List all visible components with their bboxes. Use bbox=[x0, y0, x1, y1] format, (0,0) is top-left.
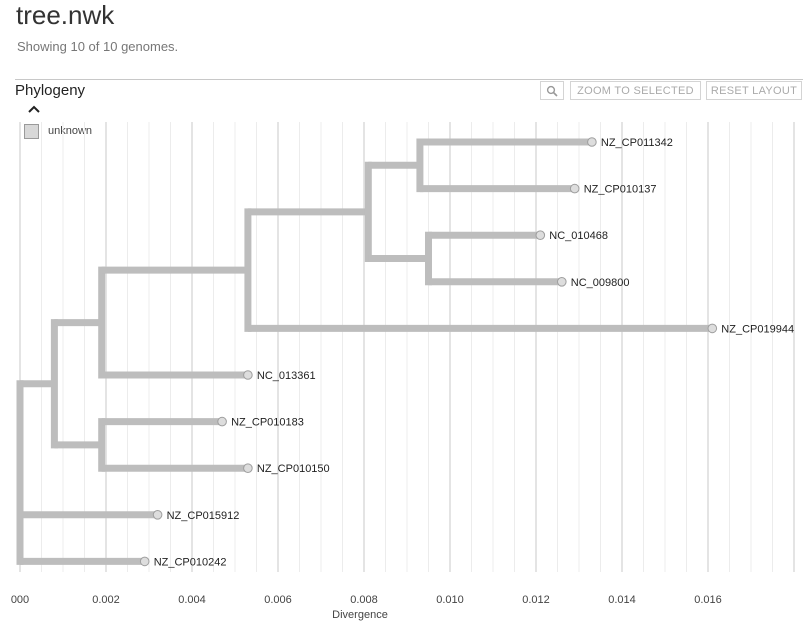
genome-count: Showing 10 of 10 genomes. bbox=[17, 39, 179, 54]
legend-label-unknown: unknown bbox=[48, 125, 93, 137]
leaf-nz-cp019944[interactable]: NZ_CP019944 bbox=[707, 323, 794, 335]
tick-label: 0.008 bbox=[350, 594, 378, 606]
leaf-nc-013361[interactable]: NC_013361 bbox=[243, 370, 316, 382]
leaf-label[interactable]: NZ_CP010183 bbox=[231, 417, 304, 429]
panel-divider bbox=[15, 79, 803, 80]
leaf-label[interactable]: NZ_CP010242 bbox=[154, 556, 227, 568]
leaf-node[interactable] bbox=[243, 463, 253, 474]
zoom-to-selected-button[interactable]: ZOOM TO SELECTED bbox=[570, 81, 701, 100]
leaf-node[interactable] bbox=[217, 416, 227, 427]
leaf-nz-cp010242[interactable]: NZ_CP010242 bbox=[139, 556, 227, 568]
leaf-label[interactable]: NZ_CP011342 bbox=[601, 137, 673, 149]
leaf-node[interactable] bbox=[569, 183, 580, 194]
leaf-nz-cp010150[interactable]: NZ_CP010150 bbox=[243, 463, 330, 475]
search-button[interactable] bbox=[540, 81, 564, 100]
page-title: tree.nwk bbox=[16, 0, 115, 30]
magnifier-icon bbox=[546, 85, 558, 97]
panel-title: Phylogeny bbox=[15, 82, 86, 99]
leaf-nc-010468[interactable]: NC_010468 bbox=[535, 230, 608, 242]
leaf-nz-cp011342[interactable]: NZ_CP011342 bbox=[587, 137, 673, 149]
leaf-label[interactable]: NZ_CP019944 bbox=[721, 323, 794, 335]
leaf-node[interactable] bbox=[587, 137, 597, 147]
leaf-node[interactable] bbox=[152, 510, 163, 520]
tick-label: 0.010 bbox=[436, 594, 464, 606]
leaf-node[interactable] bbox=[707, 323, 718, 334]
leaf-node[interactable] bbox=[139, 556, 150, 567]
tick-label: 0.002 bbox=[92, 594, 120, 606]
tick-label: 0.012 bbox=[522, 594, 550, 606]
leaf-node[interactable] bbox=[535, 230, 546, 240]
leaf-node[interactable] bbox=[243, 370, 253, 380]
tick-label: 000 bbox=[11, 594, 29, 606]
leaf-node[interactable] bbox=[557, 277, 567, 287]
leaf-label[interactable]: NC_009800 bbox=[571, 277, 630, 289]
tree-leaves[interactable]: NZ_CP011342 NZ_CP010137 NC_010468 NC_009800… bbox=[139, 137, 794, 568]
tick-label: 0.006 bbox=[264, 594, 292, 606]
chevron-up-icon[interactable] bbox=[27, 104, 41, 114]
leaf-nc-009800[interactable]: NC_009800 bbox=[557, 277, 630, 289]
leaf-label[interactable]: NC_013361 bbox=[257, 370, 316, 382]
leaf-label[interactable]: NZ_CP010150 bbox=[257, 463, 330, 475]
tick-label: 0.016 bbox=[694, 594, 722, 606]
tick-label: 0.004 bbox=[178, 594, 206, 606]
gridlines bbox=[19, 122, 795, 572]
leaf-label[interactable]: NC_010468 bbox=[549, 230, 608, 242]
tick-label: 0.014 bbox=[608, 594, 636, 606]
leaf-nz-cp010183[interactable]: NZ_CP010183 bbox=[217, 416, 304, 429]
legend-swatch-unknown[interactable] bbox=[24, 124, 39, 139]
leaf-label[interactable]: NZ_CP015912 bbox=[167, 510, 240, 522]
leaf-nz-cp015912[interactable]: NZ_CP015912 bbox=[152, 510, 240, 522]
tree-branches bbox=[16, 138, 713, 565]
axis-title: Divergence bbox=[332, 609, 388, 621]
reset-layout-button[interactable]: RESET LAYOUT bbox=[706, 81, 802, 100]
leaf-label[interactable]: NZ_CP010137 bbox=[584, 184, 657, 196]
leaf-nz-cp010137[interactable]: NZ_CP010137 bbox=[569, 183, 657, 196]
x-axis: Divergence 000 0.002 0.004 0.006 0.008 0.010 0… bbox=[11, 594, 722, 621]
